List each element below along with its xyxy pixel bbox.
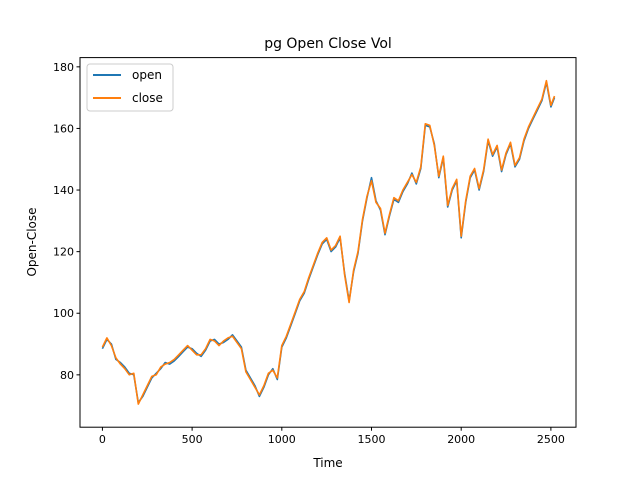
x-tick-label: 500 [182,433,203,446]
legend: open close [86,63,174,112]
x-tick-label: 2500 [537,433,565,446]
y-tick-label: 180 [53,61,74,74]
y-tick-label: 100 [53,307,74,320]
y-axis-label: Open-Close [25,207,39,276]
y-tick-label: 120 [53,246,74,259]
y-axis-ticks: 80 100 120 140 160 180 [53,61,80,382]
y-tick-label: 140 [53,184,74,197]
x-axis-label: Time [312,456,342,470]
y-tick-label: 160 [53,122,74,135]
x-tick-label: 1000 [268,433,296,446]
chart-title: pg Open Close Vol [264,36,392,52]
axes-frame [79,57,577,428]
x-tick-label: 2000 [447,433,475,446]
x-tick-label: 1500 [358,433,386,446]
legend-label-close: close [132,91,163,105]
legend-label-open: open [132,68,162,82]
x-tick-label: 0 [99,433,106,446]
series-line-close [101,79,556,405]
y-tick-label: 80 [60,369,74,382]
x-axis-ticks: 0 500 1000 1500 2000 2500 [99,427,565,446]
series-layer [101,79,556,405]
